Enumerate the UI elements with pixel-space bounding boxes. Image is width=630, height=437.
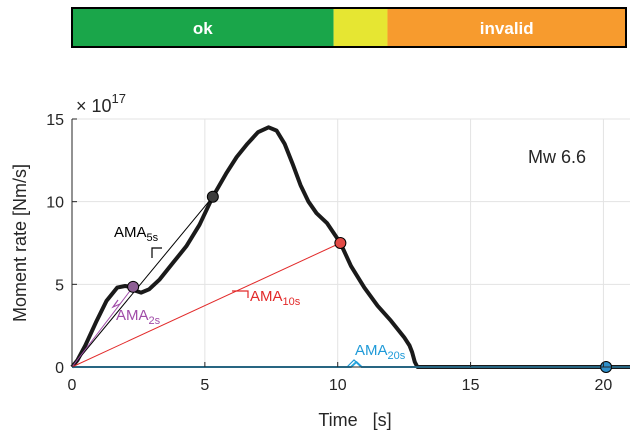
y-tick-label: 15	[46, 112, 64, 129]
ama-point	[206, 190, 219, 203]
status-label: invalid	[480, 19, 534, 38]
x-tick-label: 15	[462, 377, 480, 394]
axes: 0 5 10 15 20 0 5 10 15	[46, 112, 630, 394]
ama-slope-marker	[111, 299, 121, 309]
x-tick-label: 5	[200, 377, 209, 394]
exponent-label: × 1017	[76, 91, 126, 116]
y-tick-label: 10	[46, 195, 64, 212]
status-bar-border	[71, 7, 627, 48]
y-axis-label: Moment rate [Nm/s]	[10, 164, 30, 322]
ama-slope-marker	[232, 290, 249, 298]
ama-annotations: AMA5s AMA10s AMA2s AMA20s	[71, 190, 613, 373]
status-label: ok	[193, 19, 213, 38]
x-tick-label: 20	[595, 377, 613, 394]
ama-label: AMA2s	[116, 307, 161, 327]
x-tick-label: 0	[68, 377, 77, 394]
y-tick-label: 0	[55, 360, 64, 377]
ama-label: AMA20s	[355, 342, 406, 362]
ama-point	[127, 280, 140, 293]
status-segment	[333, 8, 388, 47]
y-tick-label: 5	[55, 277, 64, 294]
grid	[72, 118, 630, 367]
magnitude-label: Mw 6.6	[528, 147, 586, 167]
ama-slope-marker	[346, 359, 363, 368]
ama-slope-marker	[151, 247, 162, 258]
ama-label: AMA10s	[250, 288, 301, 308]
ama-label: AMA5s	[114, 224, 159, 244]
status-segment	[72, 8, 334, 47]
ama-line	[71, 242, 341, 368]
ama-point	[334, 237, 347, 249]
ama-line	[71, 196, 214, 368]
ama-line	[71, 286, 134, 368]
status-segment	[387, 8, 626, 47]
x-axis-label: Time [s]	[318, 410, 391, 430]
status-bar: ok invalid	[71, 7, 627, 48]
x-tick-label: 10	[329, 377, 347, 394]
